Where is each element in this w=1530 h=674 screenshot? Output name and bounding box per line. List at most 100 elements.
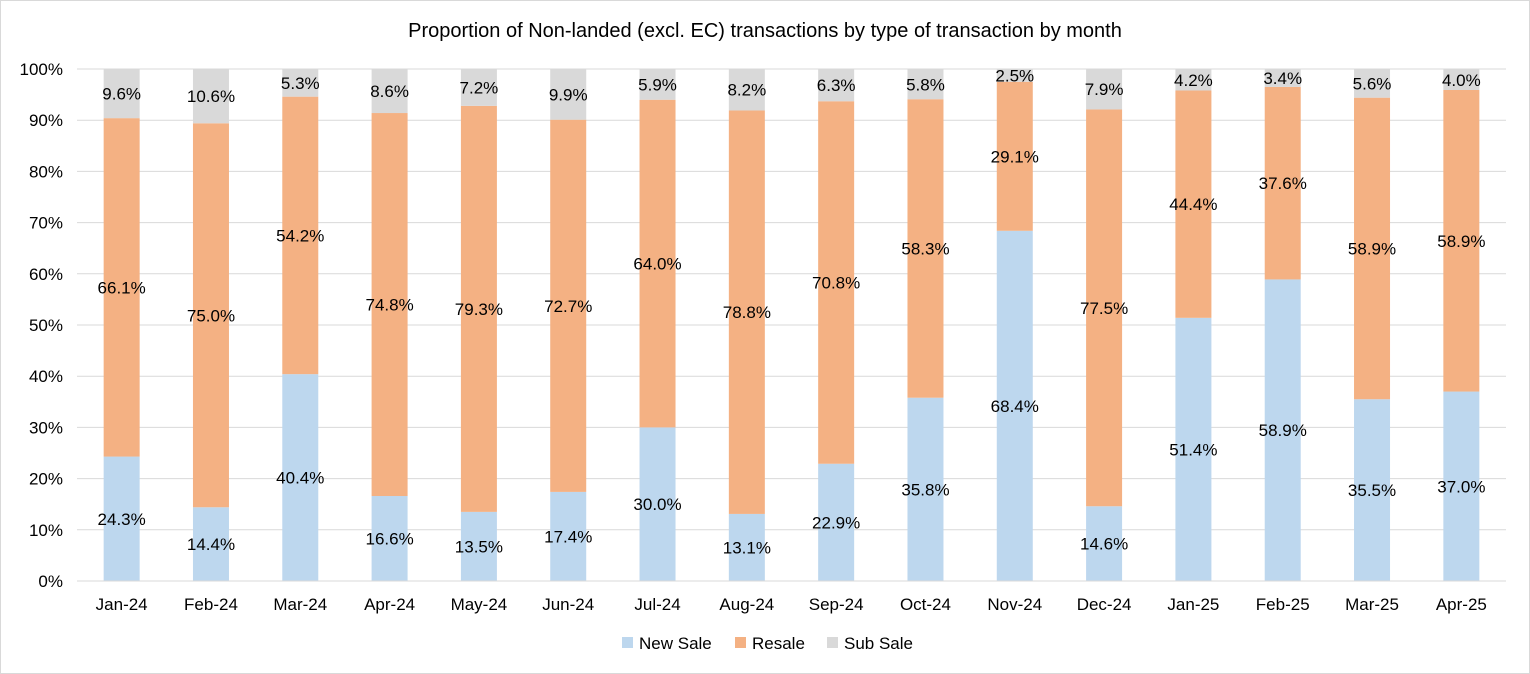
data-label: 22.9% bbox=[812, 513, 860, 532]
y-axis-tick-labels: 0% 10% 20% 30% 40% 50% 60% 70% 80% 90% 100% bbox=[20, 60, 63, 591]
bar-sub-sale bbox=[1175, 69, 1212, 91]
x-axis-tick-labels: Jan-24 Feb-24 Mar-24 Apr-24 May-24 Jun-24 Jul-… bbox=[96, 595, 1487, 614]
bar-new-sale bbox=[1354, 399, 1391, 581]
bar-sub-sale bbox=[460, 69, 497, 106]
bar-resale bbox=[550, 119, 587, 492]
bar-resale bbox=[1443, 89, 1480, 392]
bar-new-sale bbox=[103, 456, 140, 581]
data-label: 54.2% bbox=[276, 226, 324, 245]
x-tick-label: Sep-24 bbox=[809, 595, 864, 614]
bar-new-sale bbox=[460, 511, 497, 581]
bar-new-sale bbox=[907, 397, 944, 581]
data-label: 2.5% bbox=[995, 66, 1034, 85]
data-label: 4.2% bbox=[1174, 71, 1213, 90]
bar-sub-sale bbox=[907, 69, 944, 100]
x-tick-label: Feb-25 bbox=[1256, 595, 1310, 614]
data-label: 35.5% bbox=[1348, 481, 1396, 500]
bars bbox=[103, 69, 1480, 582]
data-label: 37.0% bbox=[1437, 477, 1485, 496]
bar-sub-sale bbox=[818, 69, 855, 102]
bar-sub-sale bbox=[996, 69, 1033, 82]
bar-new-sale bbox=[639, 427, 676, 581]
data-label: 7.9% bbox=[1085, 80, 1124, 99]
bar-resale bbox=[818, 101, 855, 464]
legend: New Sale Resale Sub Sale bbox=[622, 634, 913, 653]
data-label: 17.4% bbox=[544, 527, 592, 546]
bar-new-sale bbox=[550, 491, 587, 581]
bar-resale bbox=[1264, 86, 1301, 280]
bar-sub-sale bbox=[371, 69, 408, 114]
bar-new-sale bbox=[728, 513, 765, 581]
data-label: 75.0% bbox=[187, 306, 235, 325]
bar-resale bbox=[371, 113, 408, 497]
bar-resale bbox=[192, 123, 229, 508]
x-tick-label: Jan-24 bbox=[96, 595, 148, 614]
x-tick-label: Aug-24 bbox=[719, 595, 774, 614]
data-label: 3.4% bbox=[1263, 69, 1302, 88]
x-tick-label: Jun-24 bbox=[542, 595, 594, 614]
data-label: 35.8% bbox=[901, 480, 949, 499]
data-label: 51.4% bbox=[1169, 440, 1217, 459]
x-tick-label: Nov-24 bbox=[987, 595, 1042, 614]
bar-new-sale bbox=[1264, 279, 1301, 581]
data-label: 40.4% bbox=[276, 469, 324, 488]
bar-sub-sale bbox=[282, 69, 319, 97]
x-tick-label: Apr-24 bbox=[364, 595, 415, 614]
bar-sub-sale bbox=[728, 69, 765, 111]
y-tick-label: 40% bbox=[29, 367, 63, 386]
data-label: 16.6% bbox=[365, 530, 413, 549]
bar-resale bbox=[460, 105, 497, 512]
data-label: 8.2% bbox=[727, 81, 766, 100]
x-tick-label: Dec-24 bbox=[1077, 595, 1132, 614]
x-tick-label: Jul-24 bbox=[634, 595, 680, 614]
y-tick-label: 20% bbox=[29, 470, 63, 489]
data-label: 9.9% bbox=[549, 85, 588, 104]
data-label: 7.2% bbox=[460, 78, 499, 97]
bar-new-sale bbox=[371, 496, 408, 581]
bar-new-sale bbox=[996, 230, 1033, 582]
data-label: 58.9% bbox=[1348, 239, 1396, 258]
y-tick-label: 100% bbox=[20, 60, 63, 79]
bar-resale bbox=[907, 99, 944, 398]
data-label: 58.9% bbox=[1437, 232, 1485, 251]
data-label: 13.1% bbox=[723, 538, 771, 557]
x-tick-label: Mar-25 bbox=[1345, 595, 1399, 614]
bar-resale bbox=[996, 81, 1033, 231]
data-label: 29.1% bbox=[991, 147, 1039, 166]
y-tick-label: 80% bbox=[29, 162, 63, 181]
data-label: 4.0% bbox=[1442, 71, 1481, 90]
data-label: 66.1% bbox=[98, 278, 146, 297]
x-tick-label: Apr-25 bbox=[1436, 595, 1487, 614]
data-label: 8.6% bbox=[370, 82, 409, 101]
data-label: 77.5% bbox=[1080, 299, 1128, 318]
data-label: 64.0% bbox=[633, 255, 681, 274]
x-tick-label: Feb-24 bbox=[184, 595, 238, 614]
x-tick-label: Jan-25 bbox=[1167, 595, 1219, 614]
data-label: 5.3% bbox=[281, 74, 320, 93]
data-label: 58.3% bbox=[901, 239, 949, 258]
bar-sub-sale bbox=[1086, 69, 1123, 110]
data-label: 9.6% bbox=[102, 85, 141, 104]
bar-new-sale bbox=[1443, 391, 1480, 581]
legend-label: New Sale bbox=[639, 634, 712, 653]
bar-sub-sale bbox=[192, 69, 229, 124]
bar-new-sale bbox=[1086, 506, 1123, 581]
bar-resale bbox=[1175, 90, 1212, 318]
data-label: 70.8% bbox=[812, 274, 860, 293]
data-label: 68.4% bbox=[991, 397, 1039, 416]
bar-resale bbox=[728, 110, 765, 514]
legend-swatch-new-sale bbox=[622, 637, 633, 648]
bar-resale bbox=[282, 96, 319, 375]
bar-new-sale bbox=[1175, 317, 1212, 581]
y-tick-label: 0% bbox=[38, 572, 63, 591]
legend-swatch-resale bbox=[735, 637, 746, 648]
data-label: 30.0% bbox=[633, 495, 681, 514]
data-label: 13.5% bbox=[455, 537, 503, 556]
chart-title: Proportion of Non-landed (excl. EC) tran… bbox=[408, 20, 1122, 42]
bar-sub-sale bbox=[639, 69, 676, 100]
data-label: 10.6% bbox=[187, 87, 235, 106]
bar-resale bbox=[1086, 109, 1123, 507]
data-label: 78.8% bbox=[723, 303, 771, 322]
data-label: 5.8% bbox=[906, 75, 945, 94]
